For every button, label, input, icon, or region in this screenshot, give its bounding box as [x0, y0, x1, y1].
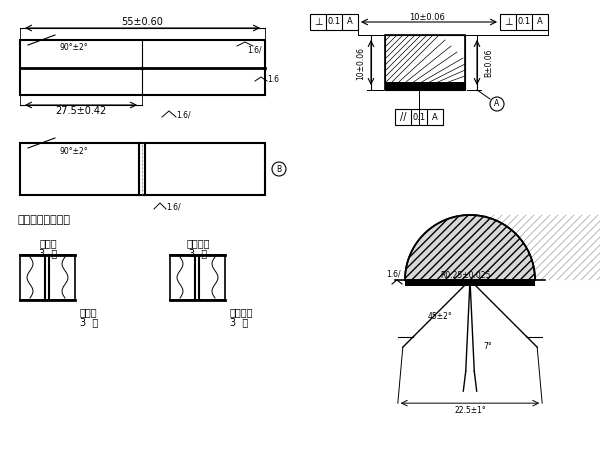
- Text: A: A: [347, 18, 353, 27]
- Text: 3  件: 3 件: [80, 317, 98, 327]
- Text: 10±0.06: 10±0.06: [356, 46, 365, 80]
- Text: 焊缝区: 焊缝区: [39, 238, 57, 248]
- Text: 22.5±1°: 22.5±1°: [454, 405, 486, 414]
- Text: 1.6/: 1.6/: [386, 270, 401, 279]
- Text: 7°: 7°: [484, 342, 493, 351]
- Text: 1.6/: 1.6/: [247, 45, 262, 54]
- Text: A: A: [432, 112, 438, 122]
- Text: 3  件: 3 件: [230, 317, 248, 327]
- Text: 1.6/: 1.6/: [166, 202, 181, 211]
- Bar: [20, 143, 265, 195]
- Text: 开槽位置示意图：: 开槽位置示意图：: [18, 215, 71, 225]
- Text: 热影响区: 热影响区: [186, 238, 210, 248]
- Text: 0.1: 0.1: [517, 18, 530, 27]
- Text: 热影响区: 热影响区: [230, 307, 254, 317]
- Text: 10±0.06: 10±0.06: [409, 14, 445, 22]
- Text: B±0.06: B±0.06: [485, 49, 493, 77]
- Text: A: A: [494, 99, 500, 108]
- Polygon shape: [405, 215, 535, 280]
- Text: 0.1: 0.1: [328, 18, 341, 27]
- Text: 90°±2°: 90°±2°: [60, 147, 89, 156]
- Text: B: B: [277, 165, 281, 174]
- Bar: [385, 82, 465, 90]
- Polygon shape: [405, 215, 535, 280]
- Bar: [385, 35, 465, 90]
- Bar: [500, 14, 548, 30]
- Text: 1.6: 1.6: [267, 75, 279, 84]
- Bar: [385, 35, 465, 90]
- Text: 0.1: 0.1: [412, 112, 425, 122]
- Text: ⊥: ⊥: [314, 17, 322, 27]
- Bar: [20, 255, 75, 300]
- Text: A: A: [537, 18, 543, 27]
- Text: 1.6/: 1.6/: [176, 111, 191, 120]
- Text: //: //: [400, 112, 406, 122]
- Text: 3  件: 3 件: [39, 248, 57, 258]
- Text: 焊缝区: 焊缝区: [80, 307, 98, 317]
- Bar: [310, 14, 358, 30]
- Bar: [20, 40, 265, 95]
- Text: R0.25±0.025: R0.25±0.025: [440, 270, 490, 279]
- Text: 90°±2°: 90°±2°: [60, 44, 89, 53]
- Bar: [405, 280, 535, 286]
- Text: ⊥: ⊥: [504, 17, 512, 27]
- Text: 3  件: 3 件: [189, 248, 207, 258]
- Text: 27.5±0.42: 27.5±0.42: [55, 106, 107, 116]
- Text: 55±0.60: 55±0.60: [121, 17, 163, 27]
- Text: 45±2°: 45±2°: [428, 312, 452, 321]
- Bar: [170, 255, 225, 300]
- Bar: [395, 109, 443, 125]
